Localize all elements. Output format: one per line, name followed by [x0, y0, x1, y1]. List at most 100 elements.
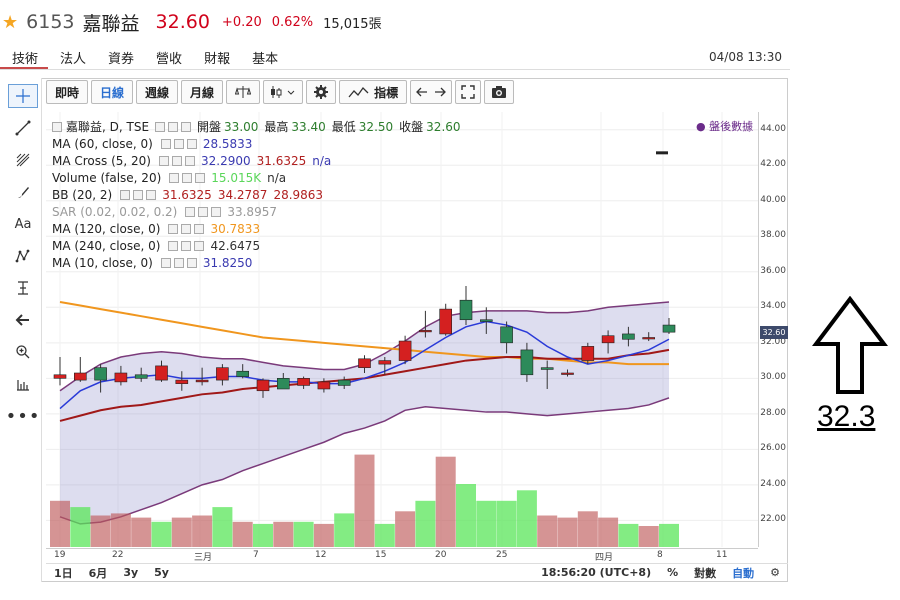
eye-icon[interactable]	[169, 172, 180, 183]
close-icon[interactable]	[186, 138, 197, 149]
low-value: 32.50	[358, 119, 394, 134]
price-chart[interactable]	[46, 112, 758, 547]
tab-technical[interactable]: 技術	[0, 44, 49, 69]
indicator-name[interactable]: MA (240, close, 0)	[52, 238, 161, 253]
settings-icon[interactable]	[181, 223, 192, 234]
tab-basic[interactable]: 基本	[252, 52, 279, 67]
close-icon[interactable]	[181, 121, 192, 132]
indicator-value: 33.8957	[227, 204, 277, 219]
collapse-icon[interactable]	[52, 121, 62, 132]
volume-bar	[50, 500, 70, 547]
close-icon[interactable]	[194, 240, 205, 251]
crosshair-icon[interactable]	[8, 84, 38, 108]
eye-icon[interactable]	[158, 155, 169, 166]
close-icon[interactable]	[146, 189, 157, 200]
range-6m[interactable]: 6月	[88, 566, 108, 580]
eye-icon[interactable]	[120, 189, 131, 200]
back-arrow-icon[interactable]	[8, 308, 38, 332]
pattern-icon[interactable]	[8, 244, 38, 268]
indicator-name[interactable]: MA (10, close, 0)	[52, 255, 153, 270]
indicator-name[interactable]: MA Cross (5, 20)	[52, 153, 151, 168]
favorite-star-icon[interactable]: ★	[2, 11, 19, 33]
legend-title: 嘉聯益, D, TSE	[66, 120, 150, 134]
camera-icon[interactable]	[484, 80, 515, 104]
volume-bar	[70, 507, 91, 547]
time-axis[interactable]: 19 22 三月 7 12 15 20 25 四月 8 11	[46, 548, 758, 563]
settings-icon[interactable]	[182, 172, 193, 183]
candle-body	[317, 381, 331, 390]
candle-body	[195, 379, 209, 383]
log-toggle[interactable]: 對數	[694, 566, 717, 580]
indicator-value: 28.9863	[273, 187, 324, 202]
measure-icon[interactable]	[8, 276, 38, 300]
close-icon[interactable]	[211, 206, 222, 217]
volume-bar	[110, 513, 131, 547]
tab-institutional[interactable]: 法人	[60, 52, 87, 67]
eye-icon[interactable]	[168, 240, 179, 251]
text-tool-icon[interactable]: Aa	[14, 216, 32, 232]
range-5y[interactable]: 5y	[154, 566, 169, 579]
indicators-button[interactable]: 指標	[339, 80, 408, 104]
ruler-icon[interactable]	[8, 372, 38, 396]
indicator-name[interactable]: MA (60, close, 0)	[52, 136, 153, 151]
settings-icon[interactable]	[173, 138, 184, 149]
settings-icon[interactable]	[133, 189, 144, 200]
auto-toggle[interactable]: 自動	[732, 566, 755, 580]
indicator-value: 32.2900	[200, 153, 251, 168]
brush-icon[interactable]	[8, 180, 38, 204]
candle-type-icon[interactable]	[263, 80, 304, 104]
settings-icon[interactable]	[198, 206, 209, 217]
close-icon[interactable]	[194, 223, 205, 234]
volume-bar	[638, 526, 659, 547]
compare-scale-icon[interactable]	[226, 80, 261, 104]
eye-icon[interactable]	[168, 223, 179, 234]
settings-gear-icon[interactable]	[306, 80, 337, 104]
settings-icon[interactable]	[168, 121, 179, 132]
after-hours-label[interactable]: ● 盤後數據	[696, 120, 754, 133]
range-1d[interactable]: 1日	[54, 566, 73, 580]
indicator-name[interactable]: MA (120, close, 0)	[52, 221, 161, 236]
range-3y[interactable]: 3y	[123, 566, 139, 579]
monthly-button[interactable]: 月線	[181, 80, 224, 104]
settings-icon[interactable]	[181, 240, 192, 251]
percent-toggle[interactable]: %	[667, 566, 679, 579]
quote-header: ★ 6153 嘉聯益 32.60 +0.20 0.62% 15,015張	[0, 8, 900, 36]
eye-icon[interactable]	[160, 257, 171, 268]
close-icon[interactable]	[186, 257, 197, 268]
trend-line-icon[interactable]	[8, 116, 38, 140]
settings-icon[interactable]	[171, 155, 182, 166]
indicator-name[interactable]: SAR (0.02, 0.02, 0.2)	[52, 204, 178, 219]
eye-icon[interactable]	[155, 121, 166, 132]
sar-marker	[656, 151, 668, 155]
volume-bar	[496, 500, 517, 547]
close-icon[interactable]	[195, 172, 206, 183]
bb-lower-line	[59, 397, 670, 525]
more-icon[interactable]: •••	[5, 405, 41, 427]
indicator-name[interactable]: BB (20, 2)	[52, 187, 113, 202]
undo-icon[interactable]	[410, 80, 453, 104]
tab-margin[interactable]: 資券	[108, 52, 135, 67]
weekly-button[interactable]: 週線	[136, 80, 179, 104]
eye-icon[interactable]	[185, 206, 196, 217]
zoom-in-icon[interactable]	[8, 340, 38, 364]
intraday-button[interactable]: 即時	[46, 80, 89, 104]
settings-icon[interactable]	[173, 257, 184, 268]
high-value: 33.40	[291, 119, 326, 134]
tab-revenue[interactable]: 營收	[156, 52, 183, 67]
fullscreen-icon[interactable]	[455, 80, 482, 104]
volume-bar	[476, 500, 497, 547]
legend-symbol-row: 嘉聯益, D, TSE 開盤 33.00 最高 33.40 最低 32.50 收…	[52, 118, 461, 135]
tab-financials[interactable]: 財報	[204, 52, 231, 67]
y-tick-label: 28.00	[760, 407, 786, 418]
indicator-name[interactable]: Volume (false, 20)	[52, 170, 162, 185]
scale-settings-icon[interactable]: ⚙	[770, 566, 780, 579]
price-axis[interactable]: 44.00 42.00 40.00 38.00 36.00 34.00 32.00 30.00…	[758, 112, 788, 547]
fibonacci-icon[interactable]	[8, 148, 38, 172]
close-icon[interactable]	[184, 155, 195, 166]
daily-button[interactable]: 日線	[91, 80, 134, 104]
indicator-icon	[348, 86, 369, 98]
volume-bar	[557, 517, 578, 547]
eye-icon[interactable]	[160, 138, 171, 149]
y-tick-label: 26.00	[760, 443, 786, 454]
x-tick-label: 12	[315, 550, 327, 560]
